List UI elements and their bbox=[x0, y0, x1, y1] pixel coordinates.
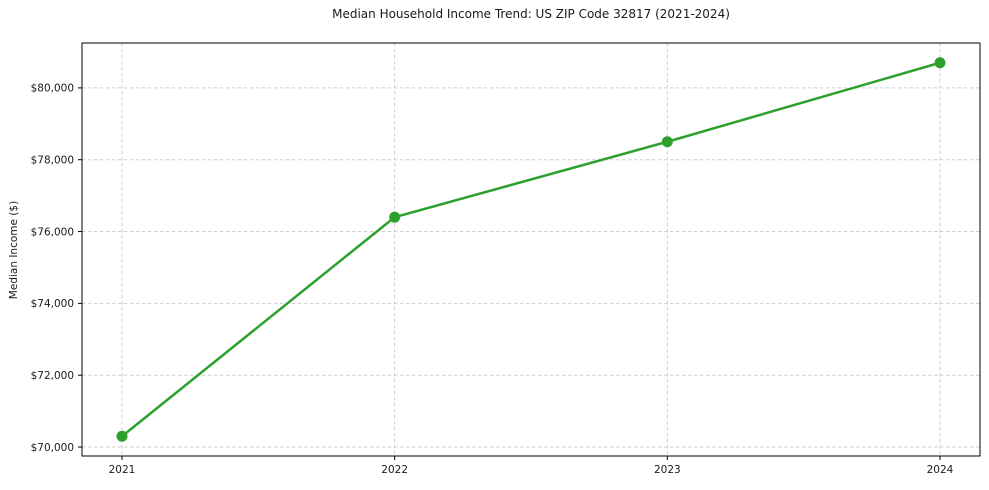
y-tick-label: $70,000 bbox=[31, 442, 74, 454]
y-tick-label: $78,000 bbox=[31, 155, 74, 167]
chart-title: Median Household Income Trend: US ZIP Co… bbox=[332, 7, 730, 21]
x-tick-label: 2024 bbox=[927, 464, 954, 476]
plot-frame bbox=[81, 42, 981, 457]
data-point bbox=[661, 136, 673, 148]
data-point bbox=[116, 430, 128, 442]
y-tick-label: $74,000 bbox=[31, 298, 74, 310]
data-point bbox=[934, 57, 946, 69]
data-point bbox=[389, 211, 401, 223]
x-tick-label: 2023 bbox=[654, 464, 681, 476]
y-tick-label: $76,000 bbox=[31, 226, 74, 238]
y-tick-label: $72,000 bbox=[31, 370, 74, 382]
y-tick-label: $80,000 bbox=[31, 83, 74, 95]
series-line bbox=[120, 61, 942, 438]
x-tick-label: 2022 bbox=[381, 464, 408, 476]
x-tick-label: 2021 bbox=[109, 464, 136, 476]
